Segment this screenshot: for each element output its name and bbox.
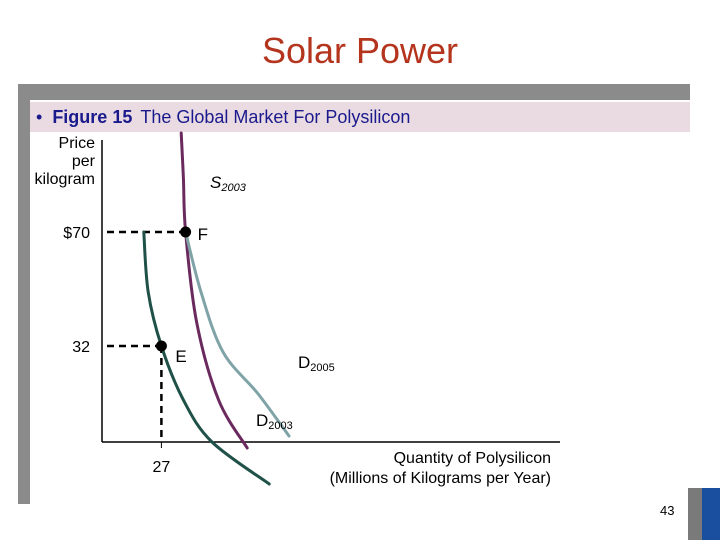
- series-label: S2003: [210, 173, 247, 194]
- y-axis-title-line: per: [72, 153, 96, 170]
- demand-curve-2003: [142, 230, 271, 486]
- series-label: D2005: [298, 353, 335, 374]
- x-tick-label: 27: [153, 459, 171, 476]
- figure-title: The Global Market For Polysilicon: [140, 107, 411, 127]
- corner-decor-blue: [702, 488, 720, 540]
- corner-decor-gray: [688, 488, 702, 540]
- y-axis-title-line: kilogram: [35, 171, 95, 188]
- supply-curve-2003: [179, 131, 249, 450]
- left-decor-bar: [18, 84, 30, 504]
- y-axis-title-line: Price: [59, 135, 96, 152]
- series-label: D2003: [256, 411, 293, 432]
- x-axis-title-line: Quantity of Polysilicon: [394, 450, 551, 467]
- x-axis-title-line: (Millions of Kilograms per Year): [330, 470, 551, 487]
- figure-label: Figure 15: [52, 107, 133, 127]
- y-tick-label: $70: [63, 225, 90, 242]
- point-label: E: [175, 347, 186, 366]
- figure-caption-bar: • Figure 15 The Global Market For Polysili…: [30, 102, 690, 132]
- point-label: F: [198, 225, 208, 244]
- equilibrium-point-e: [155, 340, 167, 352]
- equilibrium-point-f: [180, 226, 192, 238]
- top-decor-bar: [18, 84, 690, 100]
- y-tick-label: 32: [72, 339, 90, 356]
- page-number: 43: [660, 503, 675, 518]
- bullet-icon: •: [36, 107, 43, 127]
- demand-curve-2005: [184, 230, 291, 438]
- slide-title: Solar Power: [261, 30, 459, 71]
